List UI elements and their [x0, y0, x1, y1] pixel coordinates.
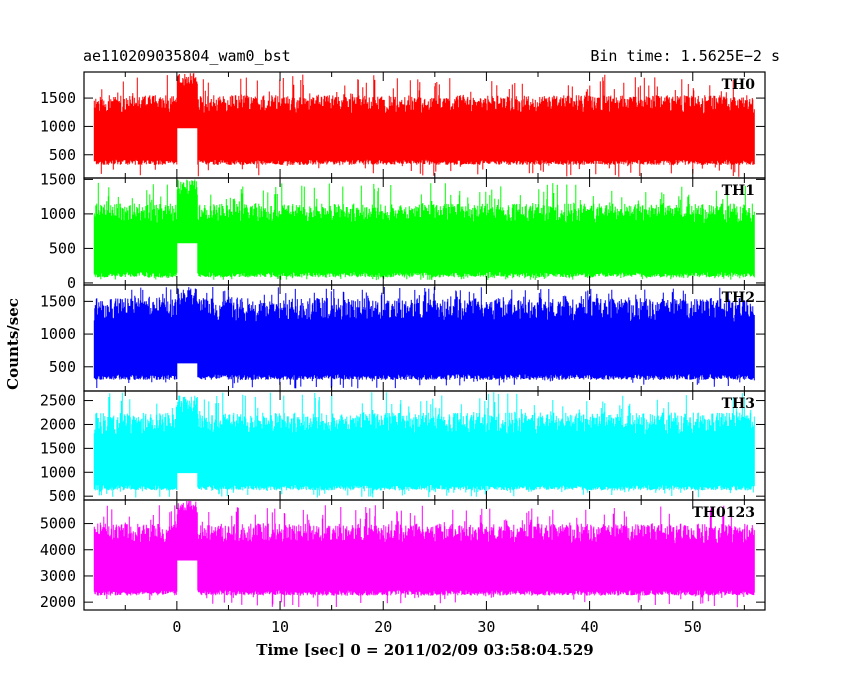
x-tick-label: 40 [581, 618, 599, 636]
y-tick-label: 500 [49, 487, 76, 505]
x-tick-label: 50 [684, 618, 702, 636]
panel-th3: 500 1000 1500 2000 2500 TH3 [40, 390, 766, 505]
x-axis-label: Time [sec] 0 = 2011/02/09 03:58:04.529 [256, 641, 593, 659]
y-tick-label: 1000 [40, 117, 76, 135]
y-tick-label: 3000 [40, 567, 76, 585]
x-tick-label: 10 [271, 618, 289, 636]
y-axis-label: Counts/sec [4, 298, 22, 390]
chart-subtitle: Bin time: 1.5625E−2 s [590, 47, 780, 65]
y-tick-label: 1000 [40, 205, 76, 223]
panel-th0: 500 1000 1500 TH0 [40, 71, 766, 179]
y-tick-label: 1000 [40, 325, 76, 343]
x-tick-label: 0 [172, 618, 181, 636]
y-tick-label: 5000 [40, 515, 76, 533]
series-line-th3 [93, 392, 755, 498]
panel-th0123: 2000 3000 4000 5000 TH0123 [40, 499, 766, 611]
chart-title: ae110209035804_wam0_bst [83, 47, 291, 65]
panels: 50010001500TH0050010001500TH150010001500… [40, 71, 766, 636]
y-tick-label: 500 [49, 358, 76, 376]
y-tick-label: 500 [49, 146, 76, 164]
y-tick-label: 0 [67, 274, 76, 292]
panel-frame [83, 499, 766, 611]
y-tick-label: 500 [49, 239, 76, 257]
y-tick-label: 4000 [40, 541, 76, 559]
panel-label-th0123: TH0123 [692, 505, 755, 521]
panel-label-th1: TH1 [722, 183, 755, 199]
x-tick-label: 20 [374, 618, 392, 636]
series-line-th1 [93, 179, 755, 281]
series-line-th2 [93, 287, 755, 389]
y-tick-label: 1500 [40, 170, 76, 188]
x-tick-label: 30 [477, 618, 495, 636]
series-line-th0123 [93, 501, 755, 608]
y-tick-label: 2000 [40, 593, 76, 611]
panel-th2: 500 1000 1500 TH2 [40, 284, 766, 392]
y-tick-label: 1500 [40, 89, 76, 107]
y-tick-label: 2000 [40, 415, 76, 433]
panel-label-th2: TH2 [722, 290, 755, 306]
y-tick-label: 1500 [40, 292, 76, 310]
series-line-th0 [93, 73, 755, 177]
panel-label-th0: TH0 [722, 77, 756, 93]
y-tick-label: 2500 [40, 392, 76, 410]
panel-th1: 0 500 1000 1500 TH1 [40, 170, 766, 292]
panel-label-th3: TH3 [722, 396, 755, 412]
y-tick-label: 1000 [40, 463, 76, 481]
y-tick-label: 1500 [40, 439, 76, 457]
